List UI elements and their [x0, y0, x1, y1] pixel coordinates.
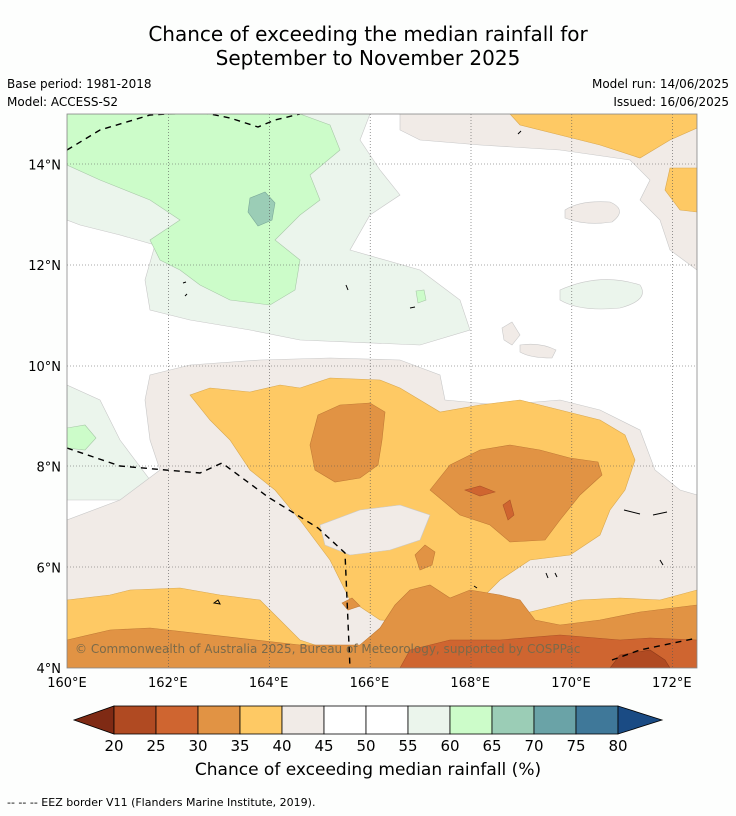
colorbar-tick-label: 75 — [566, 737, 585, 755]
island-fragments — [182, 130, 668, 605]
region-55-60-east — [559, 279, 643, 310]
region-40-45-main — [189, 377, 636, 626]
x-tick-label: 166°E — [350, 676, 390, 691]
x-tick-label: 168°E — [450, 676, 490, 691]
y-tick-label: 6°N — [37, 561, 62, 576]
colorbar-tick-label: 45 — [314, 737, 333, 755]
base-period: Base period: 1981-2018 — [7, 77, 152, 91]
grid-lines — [67, 114, 697, 668]
region-45-50-small-2 — [519, 343, 557, 359]
colorbar-swatch — [365, 705, 409, 735]
colorbar-swatch — [155, 705, 199, 735]
region-60-65-north — [67, 114, 341, 306]
colorbar-extend-high — [617, 705, 664, 735]
colorbar-swatch — [533, 705, 577, 735]
y-axis-ticks: 14°N 12°N 10°N 8°N 6°N 4°N — [28, 158, 61, 677]
map-frame — [66, 113, 698, 669]
copyright-text: © Commonwealth of Australia 2025, Bureau… — [75, 642, 580, 656]
y-tick-label: 14°N — [28, 158, 61, 173]
region-45-50-small-3 — [501, 321, 521, 346]
y-tick-label: 8°N — [37, 461, 62, 476]
region-45-50-northeast — [399, 114, 697, 271]
colorbar-tick-label: 35 — [230, 737, 249, 755]
model-run: Model run: 14/06/2025 — [591, 77, 729, 91]
region-40-45-northeast — [509, 114, 697, 159]
x-tick-label: 160°E — [47, 676, 87, 691]
colorbar-title: Chance of exceeding median rainfall (%) — [194, 760, 542, 780]
model-name: Model: ACCESS-S2 — [7, 95, 119, 109]
region-60-65-small — [415, 289, 427, 304]
region-35-40-west — [309, 402, 386, 483]
x-axis-ticks: 160°E 162°E 164°E 166°E 168°E 170°E 172°E — [47, 676, 691, 691]
region-25-30-south — [609, 649, 671, 668]
issued-date: Issued: 16/06/2025 — [613, 95, 729, 109]
title-line-1: Chance of exceeding the median rainfall … — [148, 22, 588, 46]
x-tick-label: 170°E — [551, 676, 591, 691]
colorbar-tick-label: 70 — [524, 737, 543, 755]
y-tick-label: 4°N — [37, 662, 62, 677]
eez-footnote: -- -- -- EEZ border V11 (Flanders Marine… — [7, 796, 316, 809]
eez-borders — [67, 114, 697, 668]
colorbar-tick-label: 80 — [608, 737, 627, 755]
colorbar-swatch — [323, 705, 367, 735]
colorbar-tick-label: 55 — [398, 737, 417, 755]
region-30-35-spot-1 — [464, 485, 496, 497]
colorbar-tick-label: 25 — [146, 737, 165, 755]
map-plot-area: © Commonwealth of Australia 2025, Bureau… — [67, 114, 697, 668]
colorbar-swatch — [113, 705, 157, 735]
colorbar-swatch — [575, 705, 619, 735]
region-40-45-east-small — [664, 167, 697, 213]
meta-right: Model run: 14/06/2025 Issued: 16/06/2025 — [592, 75, 729, 111]
region-30-35-spot-2 — [502, 499, 515, 521]
region-35-40-sw-tip — [341, 597, 361, 611]
x-tick-label: 172°E — [652, 676, 692, 691]
x-tick-label: 162°E — [148, 676, 188, 691]
colorbar-tick-label: 20 — [104, 737, 123, 755]
region-45-50-inner — [319, 504, 431, 556]
colorbar: 20 25 30 35 40 45 50 55 60 65 70 75 80 — [72, 705, 664, 755]
region-65-70 — [247, 191, 276, 227]
region-35-40-small — [414, 544, 436, 571]
map-title: Chance of exceeding the median rainfall … — [0, 22, 736, 70]
colorbar-swatch — [407, 705, 451, 735]
colorbar-tick-label: 50 — [356, 737, 375, 755]
region-60-65-west — [67, 424, 97, 451]
colorbar-swatch — [449, 705, 493, 735]
x-tick-label: 164°E — [249, 676, 289, 691]
title-line-2: September to November 2025 — [215, 46, 521, 70]
colorbar-swatch — [491, 705, 535, 735]
y-tick-label: 12°N — [28, 259, 61, 274]
colorbar-tick-label: 40 — [272, 737, 291, 755]
colorbar-tick-label: 65 — [482, 737, 501, 755]
colorbar-extend-low — [72, 705, 115, 735]
region-45-50-small-1 — [564, 201, 620, 224]
colorbar-tick-label: 60 — [440, 737, 459, 755]
meta-left: Base period: 1981-2018 Model: ACCESS-S2 — [7, 75, 152, 111]
colorbar-tick-label: 30 — [188, 737, 207, 755]
colorbar-swatch — [281, 705, 325, 735]
colorbar-swatch — [197, 705, 241, 735]
region-35-40-east — [429, 444, 603, 543]
y-tick-label: 10°N — [28, 360, 61, 375]
colorbar-swatch — [239, 705, 283, 735]
